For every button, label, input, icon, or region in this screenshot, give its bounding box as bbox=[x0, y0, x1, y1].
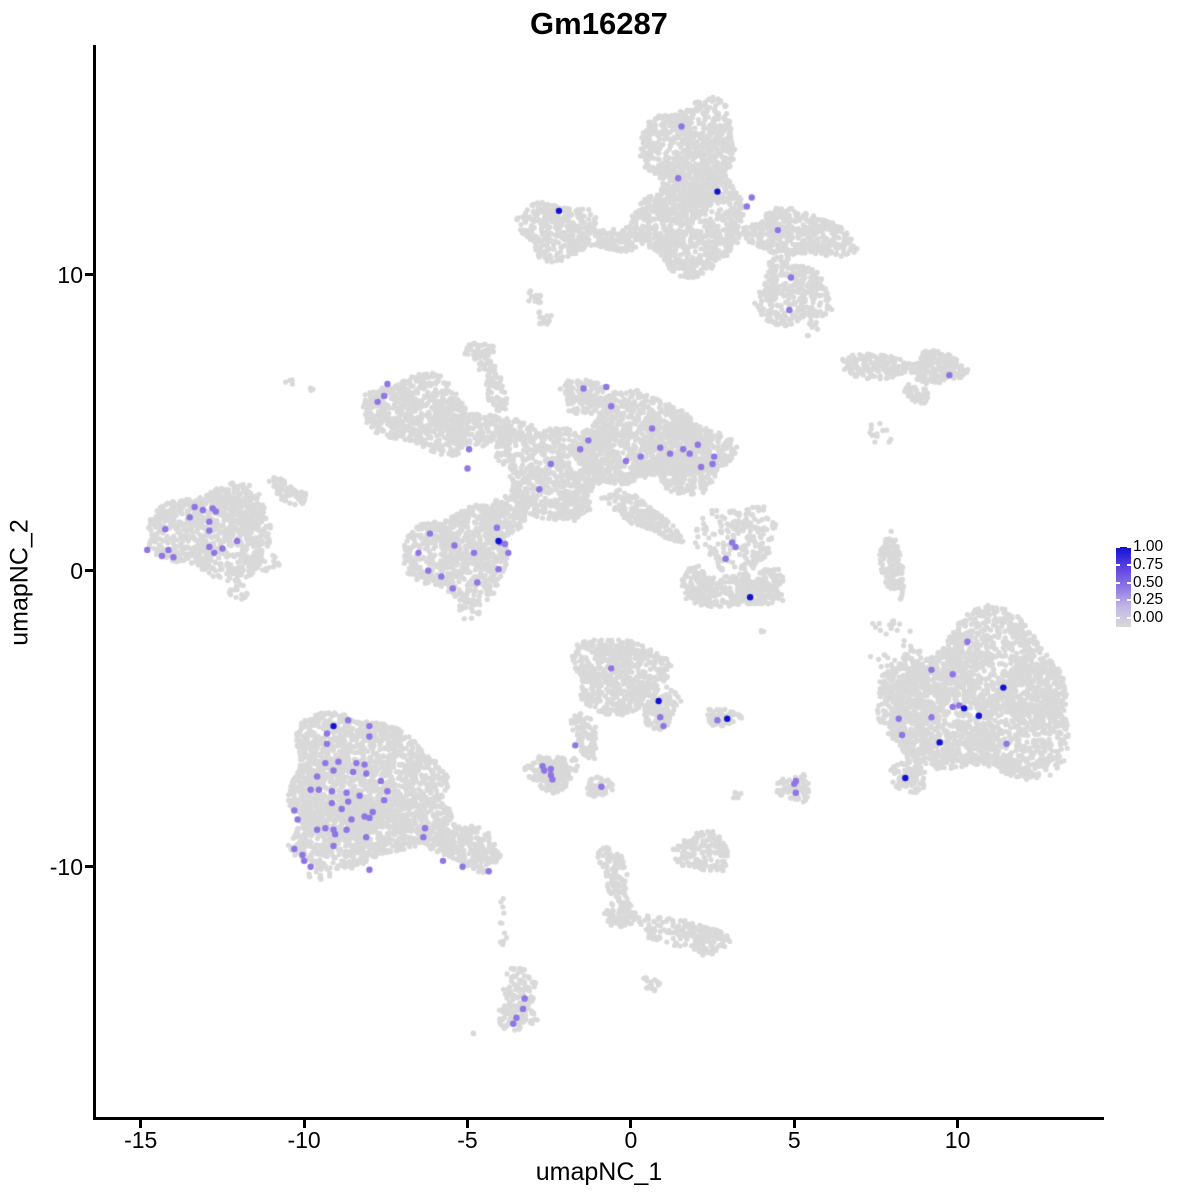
x-tick-label: -5 bbox=[457, 1127, 478, 1153]
x-tick-label: 5 bbox=[787, 1127, 801, 1153]
plot-title: Gm16287 bbox=[530, 6, 668, 41]
legend: 1.00 0.75 0.50 0.25 0.00 bbox=[1113, 538, 1200, 635]
y-tick bbox=[85, 273, 93, 276]
y-axis-line bbox=[93, 45, 96, 1120]
x-tick bbox=[792, 1120, 796, 1128]
x-tick bbox=[139, 1120, 143, 1128]
x-tick bbox=[465, 1120, 469, 1128]
x-tick bbox=[956, 1120, 960, 1128]
x-tick-label: -10 bbox=[287, 1127, 321, 1153]
legend-label: 0.75 bbox=[1133, 555, 1164, 573]
legend-tick bbox=[1127, 599, 1131, 602]
y-axis-title: umapNC_2 bbox=[5, 519, 34, 646]
legend-tick bbox=[1127, 546, 1131, 548]
x-axis-line bbox=[93, 1117, 1104, 1120]
y-tick-label: 0 bbox=[70, 557, 83, 584]
legend-tick bbox=[1116, 599, 1120, 602]
legend-label: 0.50 bbox=[1133, 573, 1164, 591]
x-tick-label: 0 bbox=[624, 1127, 638, 1153]
x-tick-label: 10 bbox=[944, 1127, 971, 1153]
x-tick-label: -15 bbox=[124, 1127, 158, 1153]
x-axis-title: umapNC_1 bbox=[535, 1158, 663, 1186]
legend-tick bbox=[1116, 617, 1120, 619]
y-tick bbox=[85, 865, 93, 869]
legend-label: 1.00 bbox=[1133, 538, 1164, 555]
y-tick bbox=[85, 569, 93, 573]
y-tick-label: -10 bbox=[49, 853, 83, 880]
legend-tick bbox=[1116, 581, 1120, 584]
legend-tick bbox=[1116, 546, 1120, 548]
legend-tick bbox=[1127, 563, 1131, 566]
legend-tick bbox=[1116, 563, 1120, 566]
legend-tick bbox=[1127, 617, 1131, 619]
y-tick-label: 10 bbox=[57, 261, 83, 288]
legend-label: 0.00 bbox=[1133, 609, 1164, 626]
legend-gradient-bar bbox=[1116, 547, 1131, 627]
legend-tick bbox=[1127, 581, 1131, 584]
x-tick bbox=[302, 1120, 306, 1128]
x-tick bbox=[629, 1120, 633, 1128]
legend-label: 0.25 bbox=[1133, 591, 1164, 609]
